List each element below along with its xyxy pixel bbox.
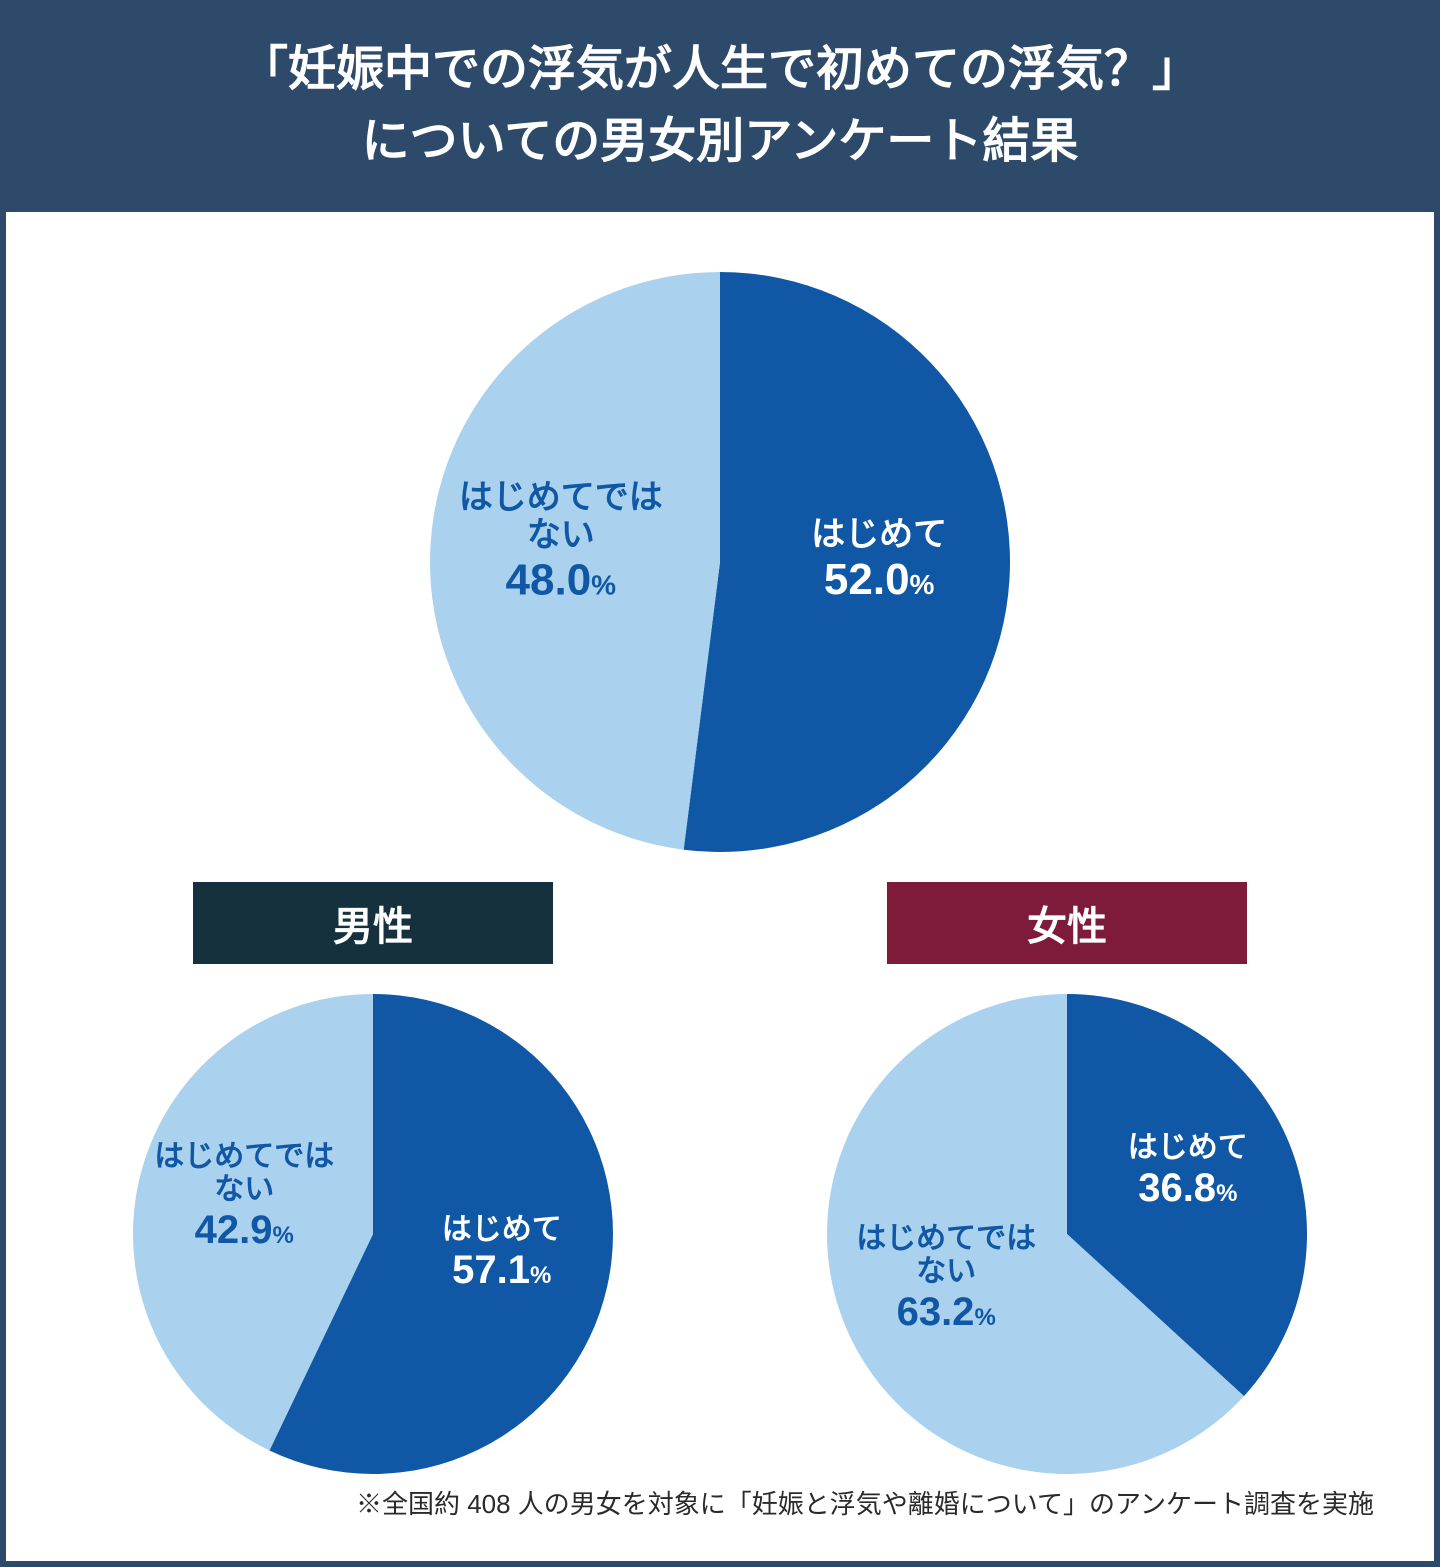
- header-line2: についての男女別アンケート結果: [26, 106, 1414, 178]
- chart-body: はじめて52.0%はじめてではない48.0% 男性 はじめて57.1%はじめてで…: [6, 212, 1434, 1561]
- svg-text:ない: ない: [214, 1173, 274, 1206]
- female-badge: 女性: [887, 882, 1247, 964]
- header-banner: 「妊娠中での浮気が人生で初めての浮気？」 についての男女別アンケート結果: [6, 6, 1434, 212]
- sub-charts-row: 男性 はじめて57.1%はじめてではない42.9% 女性 はじめて36.8%はじ…: [46, 882, 1394, 1474]
- svg-text:ない: ない: [916, 1255, 976, 1288]
- svg-text:はじめて: はじめて: [442, 1213, 562, 1246]
- svg-text:はじめてでは: はじめてでは: [154, 1140, 334, 1173]
- main-pie-wrap: はじめて52.0%はじめてではない48.0%: [46, 272, 1394, 852]
- infographic-container: 「妊娠中での浮気が人生で初めての浮気？」 についての男女別アンケート結果 はじめ…: [0, 0, 1440, 1567]
- female-pie-chart: はじめて36.8%はじめてではない63.2%: [827, 994, 1307, 1474]
- svg-text:はじめて: はじめて: [1128, 1131, 1248, 1164]
- male-column: 男性 はじめて57.1%はじめてではない42.9%: [133, 882, 613, 1474]
- footnote: ※全国約 408 人の男女を対象に「妊娠と浮気や離婚について」のアンケート調査を…: [46, 1474, 1394, 1541]
- svg-text:はじめて: はじめて: [811, 516, 947, 554]
- header-line1: 「妊娠中での浮気が人生で初めての浮気？」: [26, 34, 1414, 106]
- male-pie-chart: はじめて57.1%はじめてではない42.9%: [133, 994, 613, 1474]
- svg-text:はじめてでは: はじめてでは: [459, 479, 663, 517]
- female-column: 女性 はじめて36.8%はじめてではない63.2%: [827, 882, 1307, 1474]
- svg-text:はじめてでは: はじめてでは: [856, 1222, 1036, 1255]
- main-pie-chart: はじめて52.0%はじめてではない48.0%: [430, 272, 1010, 852]
- svg-text:ない: ない: [527, 516, 595, 554]
- male-badge-label: 男性: [333, 905, 413, 949]
- female-badge-label: 女性: [1027, 905, 1107, 949]
- male-badge: 男性: [193, 882, 553, 964]
